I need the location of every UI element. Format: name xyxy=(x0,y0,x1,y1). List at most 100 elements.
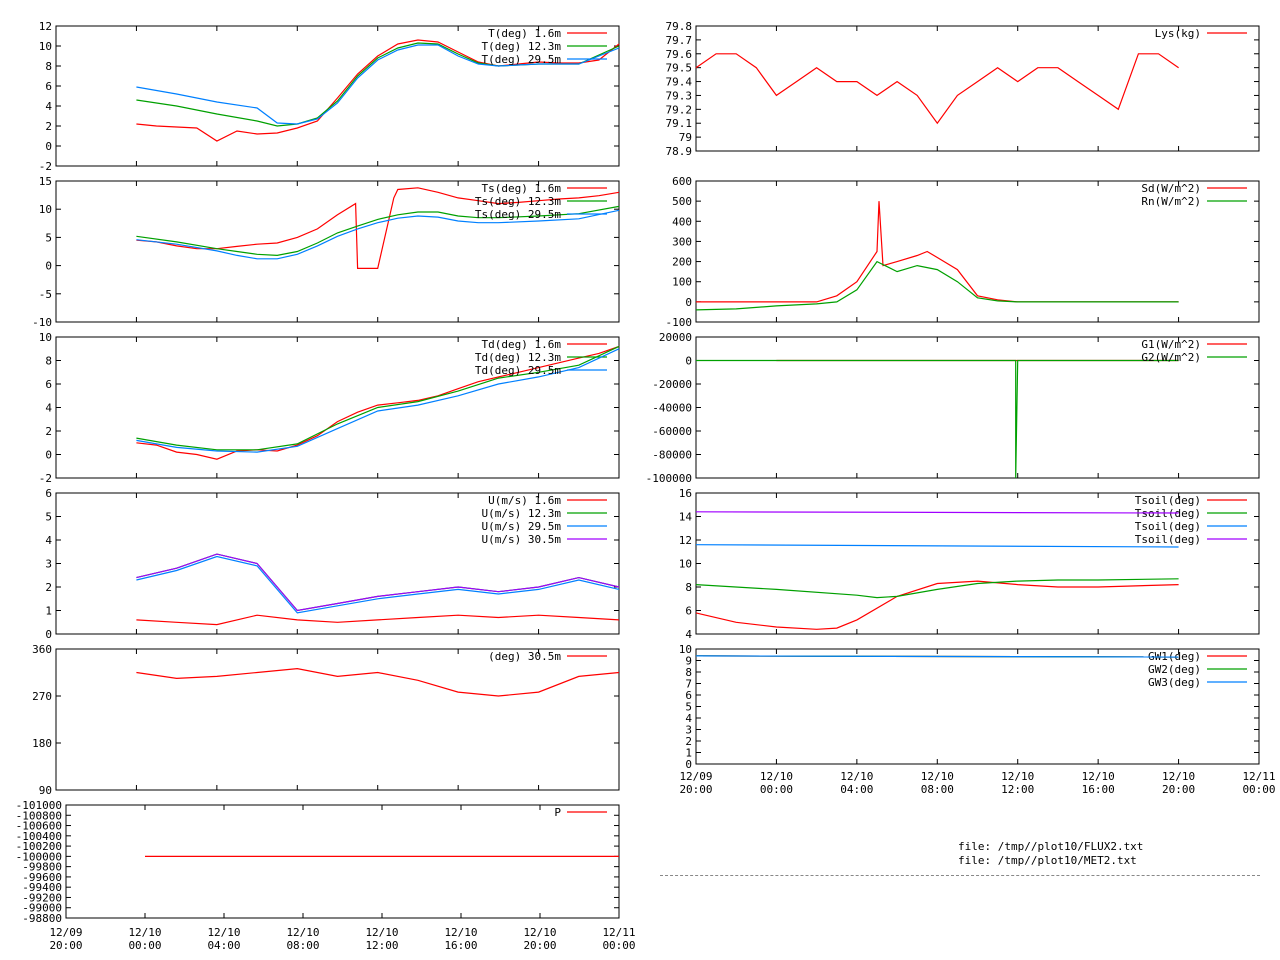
x-tick-label-right: 20:00 xyxy=(1162,783,1195,796)
y-tick-label: 1 xyxy=(685,747,692,760)
x-tick-label-left: 16:00 xyxy=(444,939,477,952)
legend-label: (deg) 30.5m xyxy=(488,650,561,663)
y-tick-label: 3 xyxy=(45,558,52,571)
x-tick-label-right: 12/10 xyxy=(1162,770,1195,783)
plot-frame xyxy=(65,804,620,919)
series-line xyxy=(136,667,620,697)
y-tick-label: 6 xyxy=(685,605,692,618)
x-tick-label-left: 00:00 xyxy=(602,939,635,952)
series-line xyxy=(695,655,1179,658)
legend-label: Lys(kg) xyxy=(1155,27,1201,40)
x-tick-label-right: 12:00 xyxy=(1001,783,1034,796)
legend-label: U(m/s) 12.3m xyxy=(482,507,562,520)
x-tick-label-left: 20:00 xyxy=(523,939,556,952)
series-line xyxy=(695,260,1179,311)
y-tick-label: -2 xyxy=(39,472,52,485)
x-tick-label-left: 12/10 xyxy=(444,926,477,939)
y-tick-label: 10 xyxy=(679,643,692,656)
y-tick-label: 0 xyxy=(45,628,52,641)
legend-label: P xyxy=(554,806,561,819)
y-tick-label: 79.8 xyxy=(666,20,693,33)
y-tick-label: 79.5 xyxy=(666,62,693,75)
y-tick-label: 0 xyxy=(685,758,692,771)
y-tick-label: 2 xyxy=(45,425,52,438)
y-tick-label: 79 xyxy=(679,131,692,144)
y-tick-label: -98800 xyxy=(22,912,62,925)
y-tick-label: 100 xyxy=(672,276,692,289)
x-tick-label-left: 12/11 xyxy=(602,926,635,939)
y-tick-label: 7 xyxy=(685,678,692,691)
file-label-met: file: /tmp//plot10/MET2.txt xyxy=(958,854,1137,867)
legend-label: Rn(W/m^2) xyxy=(1141,195,1201,208)
y-tick-label: -100600 xyxy=(16,820,62,833)
series-line xyxy=(136,345,620,451)
legend-label: Td(deg) 29.5m xyxy=(475,364,561,377)
x-tick-label-right: 08:00 xyxy=(921,783,954,796)
x-tick-label-right: 12/10 xyxy=(840,770,873,783)
y-tick-label: -100000 xyxy=(16,850,62,863)
series-line xyxy=(136,205,620,257)
y-tick-label: -100400 xyxy=(16,830,62,843)
x-tick-label-right: 00:00 xyxy=(1242,783,1275,796)
legend-label: Tsoil(deg) xyxy=(1135,520,1201,533)
panel-p: -101000-100800-100600-100400-100200-1000… xyxy=(16,799,620,925)
y-tick-label: -10 xyxy=(32,316,52,329)
y-tick-label: 8 xyxy=(45,355,52,368)
y-tick-label: 5 xyxy=(685,701,692,714)
y-tick-label: 0 xyxy=(45,140,52,153)
y-tick-label: 2 xyxy=(45,581,52,594)
plot-frame xyxy=(55,25,620,167)
x-tick-label-left: 04:00 xyxy=(207,939,240,952)
y-tick-label: 9 xyxy=(685,655,692,668)
y-tick-label: -99000 xyxy=(22,902,62,915)
y-tick-label: 2 xyxy=(685,735,692,748)
x-tick-label-left: 12/09 xyxy=(49,926,82,939)
y-tick-label: 12 xyxy=(679,534,692,547)
legend-label: Sd(W/m^2) xyxy=(1141,182,1201,195)
y-tick-label: -100800 xyxy=(16,809,62,822)
legend-label: GW3(deg) xyxy=(1148,676,1201,689)
series-line xyxy=(695,578,1179,599)
y-tick-label: 0 xyxy=(685,296,692,309)
x-tick-label-left: 00:00 xyxy=(128,939,161,952)
y-tick-label: 90 xyxy=(39,784,52,797)
y-tick-label: 200 xyxy=(672,256,692,269)
y-tick-label: 10 xyxy=(39,203,52,216)
legend-label: T(deg) 29.5m xyxy=(482,53,562,66)
series-line xyxy=(136,209,620,260)
y-tick-label: -100 xyxy=(666,316,693,329)
y-tick-label: -100000 xyxy=(646,472,692,485)
y-tick-label: -20000 xyxy=(652,378,692,391)
x-tick-label-left: 12/10 xyxy=(128,926,161,939)
x-tick-label-right: 12/09 xyxy=(679,770,712,783)
y-tick-label: 4 xyxy=(45,402,52,415)
series-line xyxy=(136,553,620,612)
y-tick-label: 6 xyxy=(685,689,692,702)
y-tick-label: -2 xyxy=(39,160,52,173)
series-line xyxy=(136,39,620,142)
series-line xyxy=(696,201,1179,303)
x-tick-label-left: 12/10 xyxy=(365,926,398,939)
series-line xyxy=(695,544,1179,548)
legend-label: Td(deg) 1.6m xyxy=(482,338,562,351)
y-tick-label: 15 xyxy=(39,175,52,188)
x-tick-label-left: 12/10 xyxy=(207,926,240,939)
y-tick-label: 4 xyxy=(45,534,52,547)
y-tick-label: 79.7 xyxy=(666,34,693,47)
plot-frame xyxy=(695,180,1260,323)
legend-label: Tsoil(deg) xyxy=(1135,533,1201,546)
legend-label: T(deg) 1.6m xyxy=(488,27,561,40)
x-tick-label-right: 12/10 xyxy=(1082,770,1115,783)
x-tick-label-left: 12:00 xyxy=(365,939,398,952)
y-tick-label: 600 xyxy=(672,175,692,188)
y-tick-label: 3 xyxy=(685,724,692,737)
y-tick-label: 10 xyxy=(39,331,52,344)
series-line xyxy=(136,187,620,269)
panel-rad: 600 500 400 300 200 100 0 -100 Sd(W/m^2)Rn(W/m^2… xyxy=(666,175,1260,329)
y-tick-label: 8 xyxy=(45,60,52,73)
file-label-flux: file: /tmp//plot10/FLUX2.txt xyxy=(958,840,1144,853)
y-tick-label: -5 xyxy=(39,288,52,301)
y-tick-label: -99600 xyxy=(22,871,62,884)
